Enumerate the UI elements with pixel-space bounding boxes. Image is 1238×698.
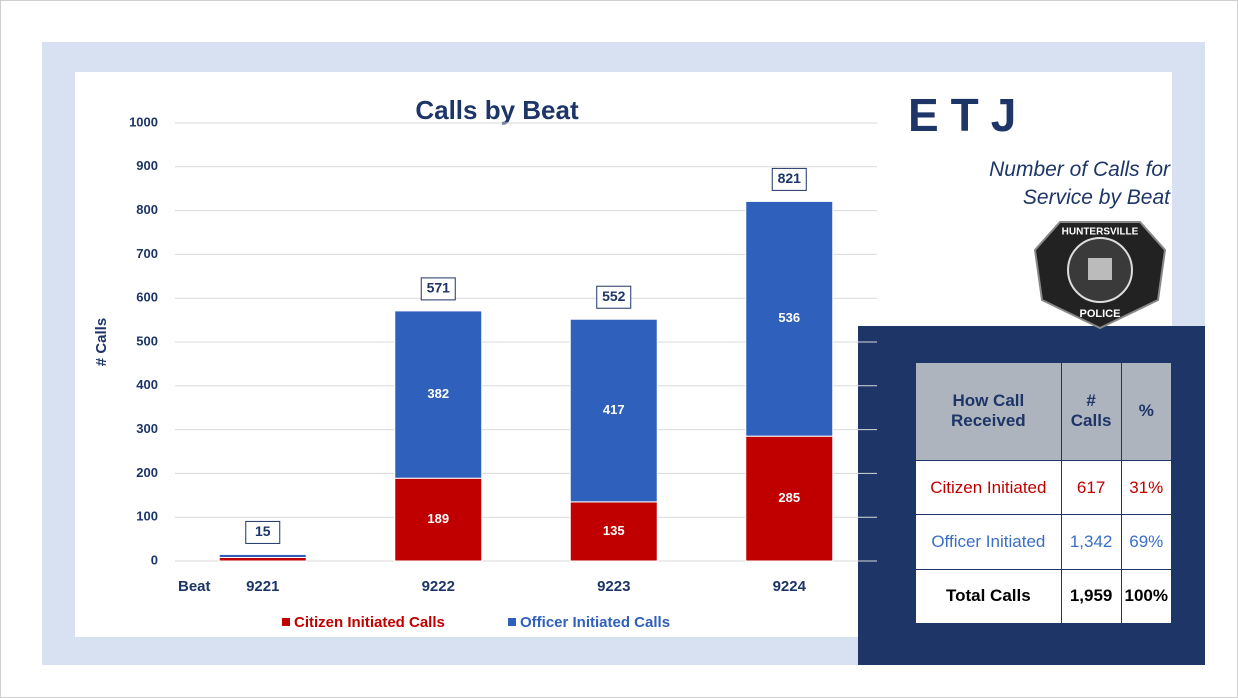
legend-label: Officer Initiated Calls: [520, 614, 670, 631]
x-tick-label: 9223: [597, 578, 630, 595]
table-row: Total Calls 1,959 100%: [915, 568, 1172, 625]
y-tick-label: 300: [136, 421, 158, 436]
bar-segment: [218, 553, 307, 558]
y-tick-label: 100: [136, 509, 158, 524]
y-tick-label: 500: [136, 333, 158, 348]
header-title: ETJ: [908, 89, 1029, 141]
y-tick-label: 800: [136, 202, 158, 217]
subtitle-line: Number of Calls for: [989, 158, 1170, 181]
badge-top: HUNTERSVILLE: [1062, 227, 1139, 238]
cell: Officer Initiated: [915, 514, 1062, 570]
y-tick-label: 1000: [129, 114, 158, 129]
total-label: 15: [255, 523, 271, 539]
legend-swatch: [282, 618, 290, 626]
total-box: [596, 285, 632, 309]
y-tick-label: 900: [136, 158, 158, 173]
table-row: Citizen Initiated 617 31%: [915, 459, 1172, 516]
x-axis-label: Beat: [178, 578, 211, 595]
chart-title: Calls by Beat: [415, 95, 579, 125]
total-box: [420, 277, 456, 301]
data-label: 417: [603, 402, 625, 417]
y-tick-label: 700: [136, 246, 158, 261]
cell: 100%: [1120, 568, 1172, 625]
badge-bottom: POLICE: [1080, 308, 1121, 320]
header-subtitle: Number of Calls for Service by Beat: [910, 156, 1170, 212]
data-label: 135: [603, 523, 625, 538]
cell: 31%: [1120, 459, 1172, 516]
cell: 69%: [1120, 514, 1172, 570]
total-label: 571: [427, 280, 451, 296]
x-tick-label: 9222: [422, 578, 455, 595]
data-label: 285: [778, 490, 800, 505]
total-box: [245, 520, 281, 544]
data-label: 382: [427, 386, 449, 401]
total-label: 821: [778, 170, 802, 186]
cell: 1,959: [1060, 568, 1122, 625]
legend-swatch: [508, 618, 516, 626]
cell: Total Calls: [915, 568, 1062, 625]
y-tick-label: 200: [136, 465, 158, 480]
x-tick-label: 9224: [773, 578, 807, 595]
y-tick-label: 400: [136, 377, 158, 392]
header-cell: # Calls: [1060, 362, 1122, 461]
cell: 1,342: [1060, 514, 1122, 570]
table-header: How Call Received # Calls %: [915, 362, 1172, 461]
cell: Citizen Initiated: [915, 459, 1062, 516]
y-axis-label: # Calls: [93, 318, 110, 366]
bar-segment: [745, 200, 834, 437]
badge: HUNTERSVILLE POLICE: [1033, 221, 1167, 330]
total-label: 552: [602, 288, 626, 304]
legend-label: Citizen Initiated Calls: [294, 614, 445, 631]
y-tick-label: 600: [136, 290, 158, 305]
badge-building: [1088, 258, 1112, 280]
bar-segment: [745, 435, 834, 562]
bar-segment: [218, 556, 307, 562]
bar-segment: [394, 310, 483, 479]
summary-table: How Call Received # Calls % Citizen Init…: [915, 362, 1172, 625]
table-row: Officer Initiated 1,342 69%: [915, 514, 1172, 570]
bar-segment: [569, 318, 658, 503]
data-label: 536: [778, 310, 800, 325]
data-label: 189: [427, 511, 449, 526]
total-box: [771, 167, 807, 191]
x-tick-label: 9221: [246, 578, 279, 595]
header-cell: How Call Received: [915, 362, 1062, 461]
header-cell: %: [1120, 362, 1172, 461]
cell: 617: [1060, 459, 1122, 516]
y-tick-label: 0: [151, 552, 158, 567]
bar-segment: [394, 477, 483, 562]
subtitle-line: Service by Beat: [1022, 186, 1170, 209]
